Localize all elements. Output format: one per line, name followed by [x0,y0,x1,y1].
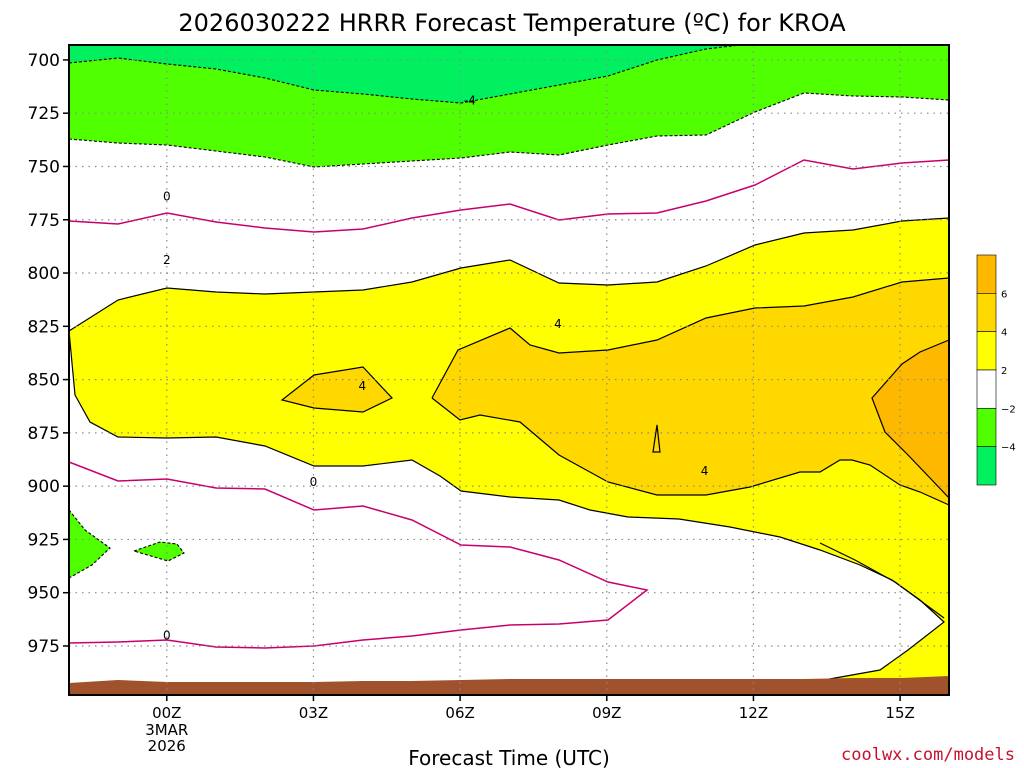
minus2-contour-patch-small [132,541,185,562]
y-axis: 700 725 750 775 800 825 850 875 900 925 950 975 [28,51,69,657]
colorbar-swatch [976,293,997,332]
band-gt-6 [872,340,949,498]
colorbar-tick-label: 6 [1001,289,1007,300]
colorbar-tick-label: 4 [1001,328,1007,339]
colorbar-tick-label: 2 [1001,366,1007,377]
y-tick-label: 700 [28,51,60,71]
credit-link[interactable]: coolwx.com/models [841,745,1015,765]
contour-label: 4 [359,379,367,393]
x-tick-label: 09Z [592,704,621,722]
contour-label: 0 [310,475,318,489]
x-date-label: 3MAR [145,721,188,739]
x-tick-label: 03Z [299,704,328,722]
contour-labels: -4 0 2 4 4 0 4 0 [163,93,708,642]
four-contour-lower [431,397,950,506]
colorbar-tick-label: −4 [1001,443,1016,454]
two-contour-upper [68,217,950,332]
colorbar: 6 4 2 −2 −4 [976,254,1016,486]
contour-label: -4 [464,93,476,107]
x-tick-label: 12Z [739,704,768,722]
two-contour-bottom-right [819,542,945,619]
plot-area: -4 0 2 4 4 0 4 0 [68,44,950,696]
minus4-contour [68,44,741,104]
colorbar-swatch [976,446,997,486]
zero-contour-middle [68,461,649,649]
contour-label: 2 [163,253,171,267]
y-tick-label: 825 [28,317,60,337]
contour-label: 4 [554,317,562,331]
contour-label: 0 [163,628,171,642]
x-axis-label: Forecast Time (UTC) [408,746,610,768]
y-tick-label: 850 [28,371,60,391]
colorbar-swatch [976,369,997,409]
band-minus4-to-minus2-patch-left [69,510,110,578]
four-contour-spike [652,424,661,453]
six-contour [871,339,950,499]
minus2-contour-patch-left [68,509,111,579]
y-tick-label: 750 [28,157,60,177]
gridlines [69,45,949,695]
band-lt-minus4-top [69,45,740,103]
zero-contour-upper [68,159,950,233]
contour-label: 0 [163,189,171,203]
colorbar-swatch [976,408,997,447]
y-tick-label: 975 [28,637,60,657]
y-tick-label: 950 [28,584,60,604]
colorbar-swatch [976,254,997,294]
y-tick-label: 775 [28,211,60,231]
four-contour-small [280,366,393,413]
minus2-contour [68,92,950,168]
chart-title: 2026030222 HRRR Forecast Temperature (ºC… [178,9,846,37]
y-tick-label: 925 [28,530,60,550]
colorbar-tick-label: −2 [1001,404,1016,415]
y-tick-label: 875 [28,424,60,444]
y-tick-label: 900 [28,477,60,497]
contour-label: 4 [701,464,709,478]
y-tick-label: 800 [28,264,60,284]
negative-contours [68,44,950,579]
x-tick-label: 15Z [885,704,914,722]
plot-frame [68,44,950,696]
four-contour-main [431,277,950,399]
band-4-to-6-main [432,278,949,505]
terrain [69,676,949,695]
band-minus4-to-minus2-patch-small [134,542,184,561]
x-date-label: 2026 [148,737,186,755]
y-tick-label: 725 [28,104,60,124]
x-tick-label: 06Z [445,704,474,722]
zero-contours [68,159,950,649]
x-tick-label: 00Z [152,704,181,722]
band-4-to-6-small [282,367,392,412]
positive-contours [68,217,950,681]
colorbar-swatch [976,331,997,371]
